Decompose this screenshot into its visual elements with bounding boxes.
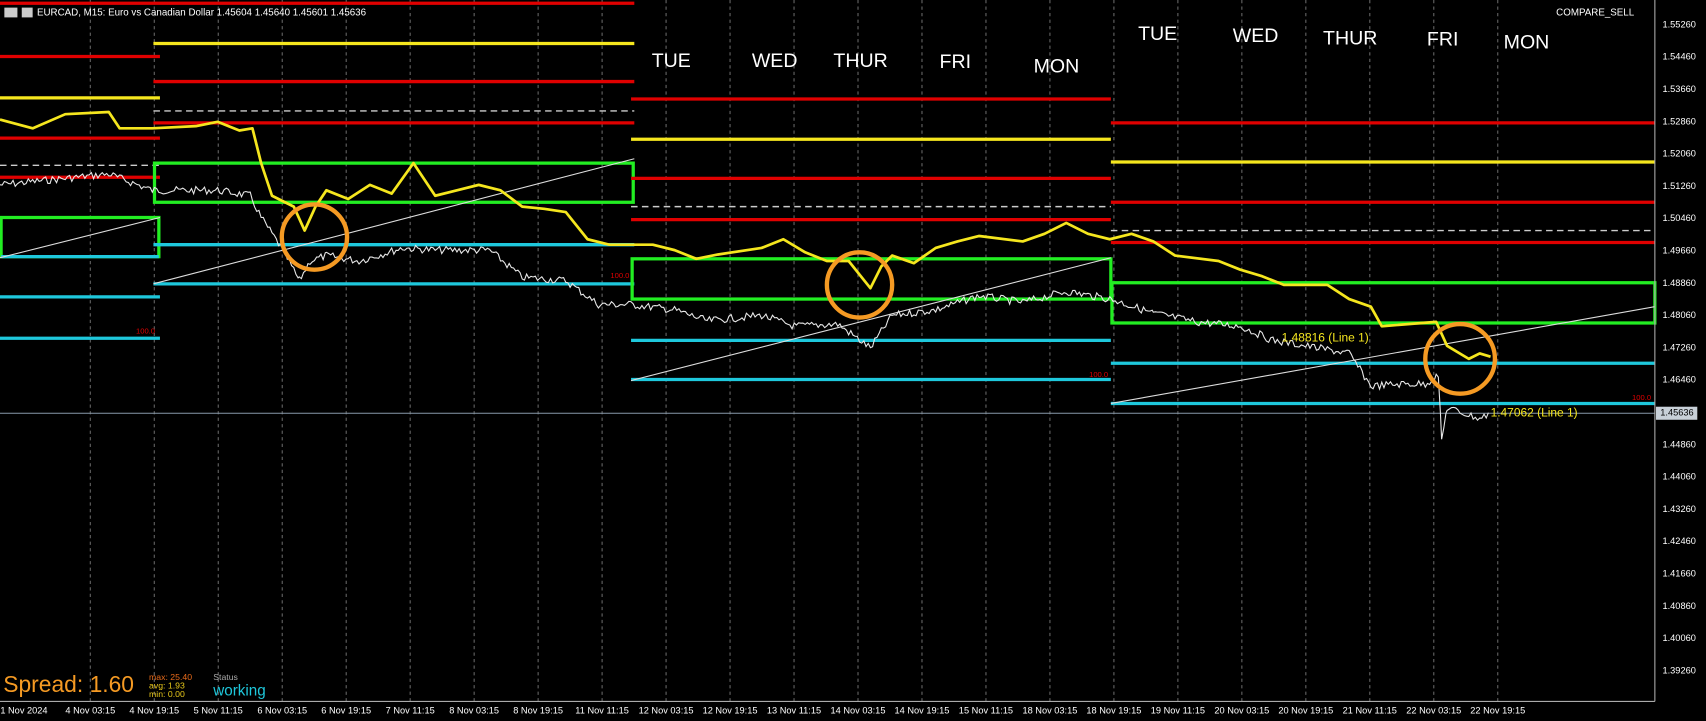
indicator-name: COMPARE_SELL [1556, 8, 1635, 19]
day-label: FRI [1427, 28, 1459, 50]
price-label: 1.53660 [1662, 84, 1695, 94]
price-label: 1.44060 [1662, 472, 1695, 482]
price-label: 1.48060 [1662, 310, 1695, 320]
time-label: 22 Nov 03:15 [1406, 706, 1461, 716]
day-label: FRI [940, 51, 972, 73]
spread-avg: avg: 1.93 [149, 680, 185, 690]
time-label: 20 Nov 03:15 [1214, 706, 1269, 716]
price-label: 1.55260 [1662, 19, 1695, 29]
price-label: 1.40060 [1662, 633, 1695, 643]
range-box [630, 257, 1113, 301]
price-label: 1.41660 [1662, 569, 1695, 579]
day-label: TUE [652, 50, 691, 72]
time-label: 12 Nov 19:15 [703, 706, 758, 716]
price-label: 1.44860 [1662, 439, 1695, 449]
time-label: 14 Nov 03:15 [831, 706, 886, 716]
status: working [212, 683, 265, 700]
price-label: 1.48860 [1662, 278, 1695, 288]
day-label: THUR [833, 50, 887, 72]
trend-line [153, 158, 635, 285]
window-icon [4, 7, 18, 18]
time-label: 22 Nov 19:15 [1470, 706, 1525, 716]
price-label: 1.54460 [1662, 52, 1695, 62]
time-label: 8 Nov 03:15 [449, 706, 499, 716]
time-label: 14 Nov 19:15 [895, 706, 950, 716]
fib-label: 100.0 [1632, 393, 1651, 402]
current-price: 1.45636 [1660, 408, 1693, 418]
time-label: 18 Nov 19:15 [1086, 706, 1141, 716]
time-label: 21 Nov 11:15 [1343, 706, 1397, 716]
spread-max: max: 25.40 [149, 672, 192, 682]
day-label: MON [1034, 56, 1080, 78]
fib-label: 100.0 [1089, 370, 1108, 379]
spread-label: Spread: 1.60 [3, 671, 134, 697]
time-label: 7 Nov 11:15 [386, 706, 435, 716]
line-label: 1.47062 (Line 1) [1491, 405, 1578, 419]
time-label: 4 Nov 19:15 [129, 706, 179, 716]
price-label: 1.42460 [1662, 536, 1695, 546]
price-label: 1.52860 [1662, 116, 1695, 126]
time-label: 18 Nov 03:15 [1022, 706, 1077, 716]
fib-label: 100.0 [610, 271, 629, 280]
price-label: 1.47260 [1662, 342, 1695, 352]
spread-min: min: 0.00 [149, 689, 185, 699]
price-line [0, 171, 1489, 440]
current-price-box [1655, 406, 1698, 420]
price-label: 1.52060 [1662, 149, 1695, 159]
fib-label: 100.0 [136, 327, 155, 336]
time-label: 12 Nov 03:15 [639, 706, 694, 716]
status-label: Status [213, 672, 238, 682]
time-label: 6 Nov 19:15 [321, 706, 371, 716]
time-label: 15 Nov 11:15 [959, 706, 1013, 716]
price-label: 1.39260 [1662, 665, 1695, 675]
window-icon [21, 7, 33, 18]
levels [0, 1, 1657, 414]
trend-line [1110, 306, 1655, 404]
time-label: 1 Nov 2024 [0, 706, 47, 716]
time-label: 4 Nov 03:15 [65, 706, 115, 716]
day-label: MON [1504, 32, 1550, 54]
trend-line [0, 216, 161, 259]
price-label: 1.43260 [1662, 504, 1695, 514]
time-label: 13 Nov 11:15 [767, 706, 821, 716]
day-label: TUE [1138, 23, 1177, 45]
time-label: 8 Nov 19:15 [513, 706, 563, 716]
range-box [152, 161, 635, 204]
time-label: 6 Nov 03:15 [257, 706, 307, 716]
price-label: 1.40860 [1662, 601, 1695, 611]
price-label: 1.46460 [1662, 375, 1695, 385]
day-label: WED [752, 50, 798, 72]
compare-line [0, 110, 1491, 361]
highlight-circle [1423, 321, 1498, 396]
line-label: 1.48816 (Line 1) [1282, 330, 1369, 344]
day-label: THUR [1323, 27, 1377, 49]
trend-line [630, 257, 1111, 382]
time-label: 19 Nov 11:15 [1151, 706, 1205, 716]
price-label: 1.50460 [1662, 213, 1695, 223]
price-label: 1.49660 [1662, 246, 1695, 256]
time-label: 20 Nov 19:15 [1278, 706, 1333, 716]
price-label: 1.51260 [1662, 181, 1695, 191]
symbol-info: EURCAD, M15: Euro vs Canadian Dollar 1.4… [37, 8, 366, 19]
day-label: WED [1233, 25, 1279, 47]
highlight-circle [279, 202, 350, 272]
time-label: 5 Nov 11:15 [194, 706, 243, 716]
time-label: 11 Nov 11:15 [575, 706, 629, 716]
highlight-circle [824, 250, 895, 320]
